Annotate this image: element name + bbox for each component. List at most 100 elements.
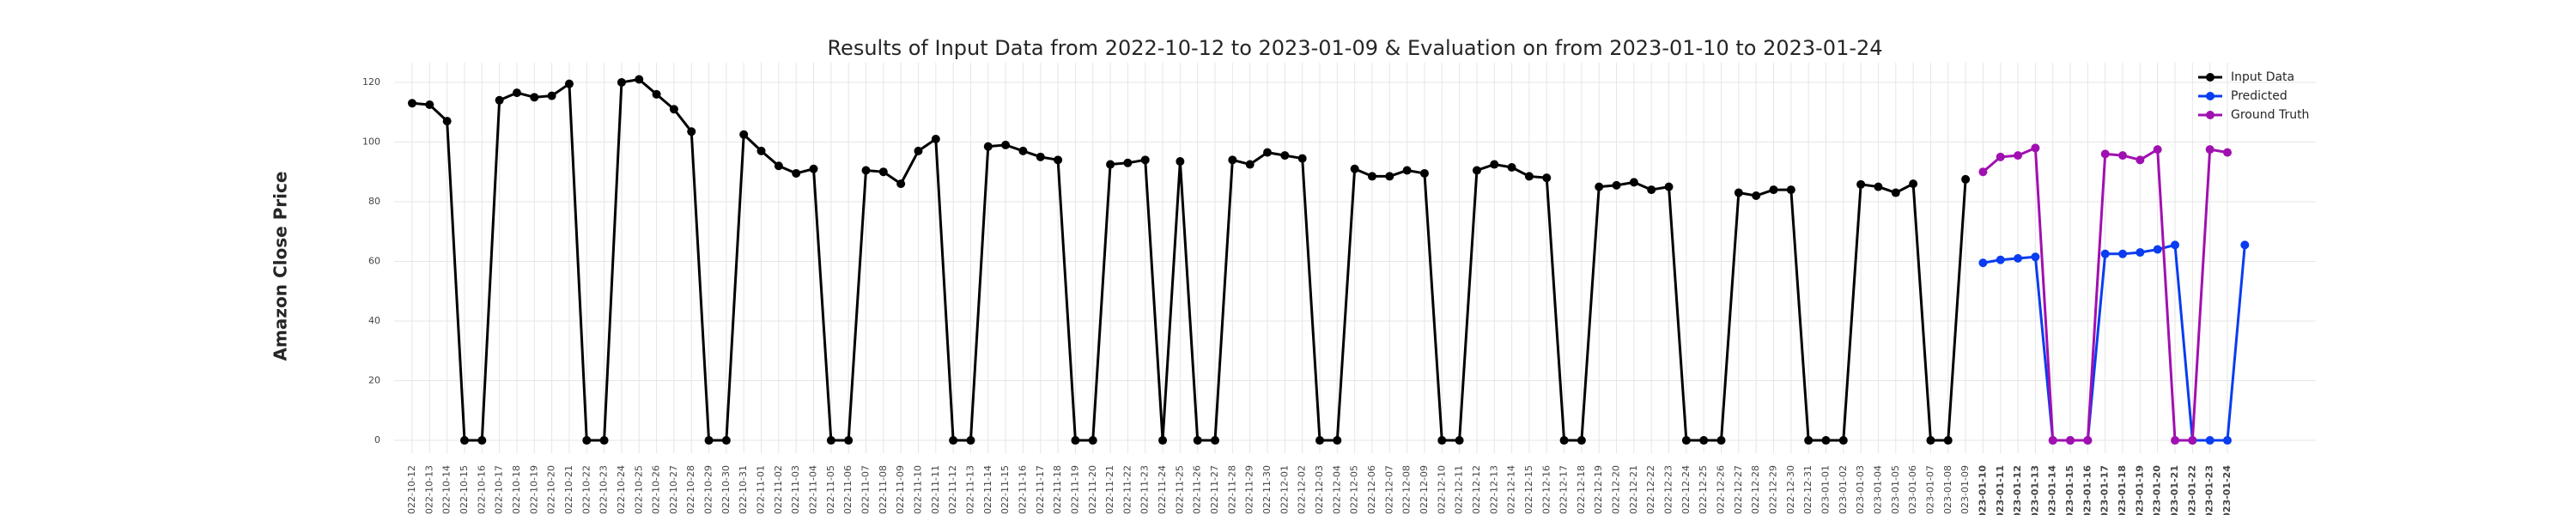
x-tick-label: 2022-12-22 — [1645, 465, 1656, 515]
x-tick-label: 2023-01-21 — [2169, 465, 2180, 515]
x-tick-label: 2022-11-30 — [1261, 465, 1273, 515]
data-point — [1821, 436, 1831, 445]
x-tick-label: 2023-01-19 — [2134, 465, 2145, 515]
data-point — [2223, 436, 2232, 445]
x-tick-label: 2022-12-16 — [1540, 465, 1552, 515]
data-point — [1856, 179, 1866, 189]
marks — [408, 75, 2250, 445]
data-point — [1577, 436, 1586, 445]
x-tick-label: 2023-01-10 — [1977, 465, 1988, 515]
x-tick-label: 2023-01-11 — [1995, 465, 2006, 515]
data-point — [477, 436, 487, 445]
x-tick-label: 2022-10-19 — [528, 465, 539, 515]
data-point — [1647, 185, 1656, 195]
data-point — [792, 168, 801, 178]
y-tick-label: 20 — [368, 375, 380, 386]
x-tick-label: 2023-01-23 — [2204, 465, 2215, 515]
x-tick-label: 2023-01-02 — [1838, 465, 1849, 515]
x-tick-label: 2022-12-05 — [1349, 465, 1360, 515]
data-point — [2205, 436, 2215, 445]
data-point — [1333, 436, 1342, 445]
x-tick-label: 2022-12-24 — [1680, 465, 1692, 515]
data-point — [1018, 146, 1028, 155]
x-tick-label: 2022-12-12 — [1471, 465, 1482, 515]
data-point — [1315, 436, 1324, 445]
x-tick-label: 2022-12-29 — [1768, 465, 1779, 515]
data-point — [2048, 436, 2057, 445]
data-point — [1612, 180, 1621, 190]
data-point — [1297, 154, 1307, 163]
x-tick-label: 2022-12-15 — [1523, 465, 1534, 515]
x-tick-label: 2022-11-08 — [878, 465, 889, 515]
data-point — [1280, 151, 1290, 161]
x-tick-label: 2023-01-07 — [1924, 465, 1935, 515]
legend-label: Predicted — [2231, 89, 2287, 103]
data-point — [1996, 255, 2005, 264]
data-point — [2118, 151, 2128, 161]
x-tick-label: 2022-10-17 — [494, 465, 505, 515]
data-point — [1559, 436, 1569, 445]
x-tick-label: 2022-11-10 — [912, 465, 923, 515]
data-point — [1978, 167, 1988, 177]
data-point — [1211, 436, 1220, 445]
x-tick-label: 2022-11-13 — [964, 465, 975, 515]
x-tick-label: 2023-01-05 — [1890, 465, 1901, 515]
x-tick-label: 2022-12-08 — [1401, 465, 1413, 515]
chart-title: Results of Input Data from 2022-10-12 to… — [827, 36, 1882, 60]
x-tick-label: 2022-12-26 — [1716, 465, 1727, 515]
x-tick-label: 2022-11-12 — [947, 465, 958, 515]
x-tick-label: 2023-01-03 — [1855, 465, 1866, 515]
data-point — [914, 146, 923, 155]
data-point — [2014, 151, 2023, 161]
data-point — [1419, 168, 1429, 178]
data-point — [2240, 240, 2250, 250]
x-tick-label: 2022-11-28 — [1226, 465, 1237, 515]
data-point — [844, 436, 854, 445]
x-tick-label: 2023-01-20 — [2152, 465, 2163, 515]
data-point — [1507, 163, 1516, 173]
x-tick-label: 2022-11-09 — [895, 465, 906, 515]
data-point — [1734, 188, 1743, 197]
x-tick-label: 2022-12-11 — [1454, 465, 1465, 515]
y-tick-label: 120 — [362, 76, 380, 88]
data-point — [2153, 145, 2162, 154]
x-tick-label: 2022-12-10 — [1436, 465, 1447, 515]
x-tick-label: 2022-12-21 — [1628, 465, 1639, 515]
x-tick-label: 2022-12-23 — [1663, 465, 1674, 515]
x-tick-label: 2023-01-14 — [2047, 465, 2058, 515]
x-tick-label: 2022-12-31 — [1802, 465, 1814, 515]
x-tick-label: 2022-11-01 — [756, 465, 767, 515]
x-tick-label: 2022-12-20 — [1611, 465, 1622, 515]
data-point — [1542, 173, 1552, 183]
x-tick-label: 2022-11-22 — [1121, 465, 1133, 515]
data-point — [1455, 436, 1464, 445]
x-tick-label: 2022-11-20 — [1087, 465, 1098, 515]
data-point — [1996, 152, 2005, 161]
x-tick-label: 2023-01-16 — [2081, 465, 2093, 515]
x-tick-label: 2022-11-05 — [825, 465, 836, 515]
x-tick-label: 2022-12-28 — [1750, 465, 1761, 515]
x-tick-label: 2022-10-12 — [406, 465, 417, 515]
data-point — [2031, 252, 2040, 262]
y-tick-label: 0 — [374, 434, 380, 445]
data-point — [1716, 436, 1726, 445]
data-point — [1001, 140, 1011, 149]
x-tick-label: 2022-11-16 — [1017, 465, 1028, 515]
data-point — [1490, 160, 1499, 169]
data-point — [1752, 191, 1761, 201]
data-point — [2118, 249, 2128, 258]
data-point — [1874, 182, 1883, 191]
data-point — [1926, 436, 1935, 445]
y-tick-label: 80 — [368, 196, 380, 207]
data-point — [652, 89, 661, 99]
x-tick-label: 2022-11-03 — [790, 465, 801, 515]
x-tick-label: 2023-01-09 — [1959, 465, 1971, 515]
data-point — [2014, 254, 2023, 264]
x-tick-label: 2022-10-13 — [423, 465, 434, 515]
x-tick-label: 2023-01-06 — [1907, 465, 1918, 515]
data-point — [2136, 155, 2145, 165]
x-tick-label: 2022-11-25 — [1174, 465, 1185, 515]
data-point — [2031, 143, 2040, 153]
x-tick-label: 2022-10-15 — [459, 465, 470, 515]
